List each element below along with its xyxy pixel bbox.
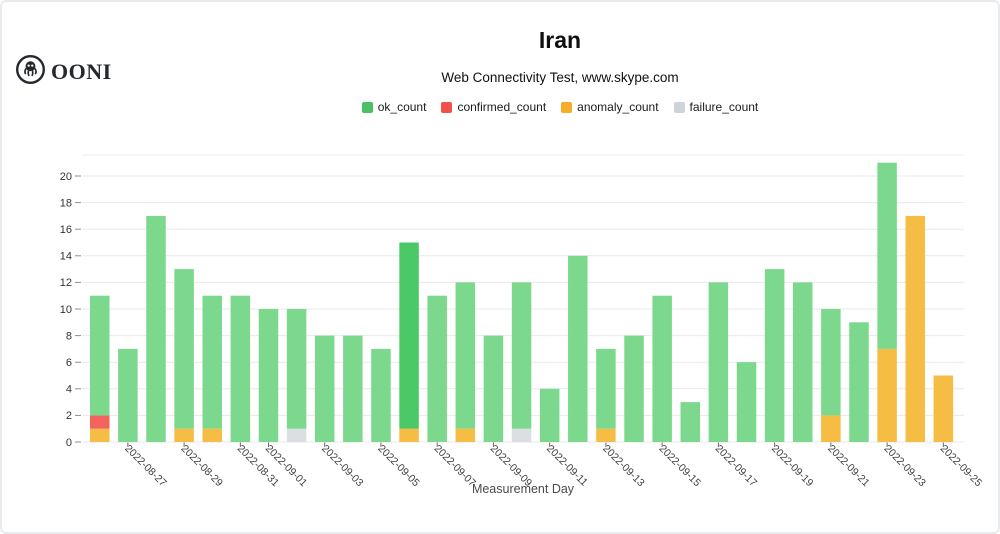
x-axis-tick-label: 2022-08-27 — [122, 443, 169, 490]
bar-segment-ok_count[interactable] — [174, 269, 194, 429]
bar-segment-ok_count[interactable] — [90, 295, 110, 416]
x-axis-tick-label: 2022-09-15 — [657, 443, 704, 490]
bar-segment-ok_count[interactable] — [877, 162, 897, 349]
bar-segment-anomaly_count[interactable] — [905, 215, 925, 442]
bar-segment-ok_count[interactable] — [314, 335, 335, 442]
legend-item-failure-count[interactable]: failure_count — [673, 100, 759, 115]
x-axis-tick-label: 2022-09-25 — [938, 443, 985, 490]
y-axis-tick-label: 0 — [66, 437, 72, 449]
legend-label-anomaly: anomaly_count — [577, 100, 659, 115]
bar-segment-ok_count[interactable] — [680, 402, 701, 442]
bar-segment-ok_count[interactable] — [708, 282, 729, 442]
y-axis-tick-label: 14 — [60, 251, 72, 263]
bar-segment-anomaly_count[interactable] — [90, 428, 110, 442]
chart-legend: ok_count confirmed_count anomaly_count f… — [122, 100, 998, 114]
bar-segment-ok_count[interactable] — [399, 242, 419, 429]
y-axis-tick-label: 16 — [60, 224, 72, 236]
page-subtitle: Web Connectivity Test, www.skype.com — [441, 70, 679, 86]
bar-segment-ok_count[interactable] — [230, 295, 251, 442]
bar-segment-ok_count[interactable] — [568, 255, 588, 442]
y-axis-tick-label: 4 — [66, 384, 72, 396]
bar-segment-ok_count[interactable] — [371, 348, 391, 442]
bar-segment-ok_count[interactable] — [343, 335, 363, 442]
y-axis-tick-label: 2 — [66, 410, 72, 422]
bar-segment-ok_count[interactable] — [286, 309, 307, 429]
legend-item-anomaly-count[interactable]: anomaly_count — [561, 100, 659, 115]
bar-segment-confirmed_count[interactable] — [90, 415, 110, 429]
bar-segment-anomaly_count[interactable] — [455, 428, 476, 442]
chart-header: Iran Web Connectivity Test, www.skype.co… — [122, 2, 998, 114]
bar-segment-anomaly_count[interactable] — [596, 428, 616, 442]
y-axis-tick-label: 8 — [66, 330, 72, 342]
x-axis-tick-label: 2022-09-03 — [319, 443, 366, 490]
bar-segment-anomaly_count[interactable] — [877, 348, 897, 442]
legend-label-ok: ok_count — [377, 100, 427, 115]
bar-segment-ok_count[interactable] — [764, 269, 785, 442]
y-axis-tick-label: 10 — [60, 304, 72, 316]
bar-segment-ok_count[interactable] — [118, 348, 138, 442]
x-axis-tick-label: 2022-09-21 — [825, 443, 872, 490]
bar-segment-ok_count[interactable] — [427, 295, 447, 442]
x-axis-tick-label: 2022-09-05 — [375, 443, 422, 490]
bar-segment-ok_count[interactable] — [793, 282, 813, 442]
legend-swatch-failure-icon — [673, 101, 685, 113]
legend-item-ok-count[interactable]: ok_count — [361, 100, 427, 115]
x-axis-tick-label: 2022-09-13 — [600, 443, 647, 490]
ooni-logo-text: OONI — [51, 59, 112, 84]
legend-swatch-confirmed-icon — [441, 101, 453, 113]
legend-item-confirmed-count[interactable]: confirmed_count — [441, 100, 546, 114]
legend-label-confirmed: confirmed_count — [457, 100, 547, 115]
bar-segment-ok_count[interactable] — [849, 322, 869, 442]
ooni-octopus-icon — [15, 54, 46, 90]
y-axis-tick-label: 6 — [66, 357, 72, 369]
bar-segment-ok_count[interactable] — [624, 335, 644, 442]
bar-segment-ok_count[interactable] — [736, 362, 757, 442]
bar-segment-failure_count[interactable] — [511, 428, 532, 442]
bar-segment-ok_count[interactable] — [483, 335, 504, 442]
legend-swatch-ok-icon — [361, 101, 373, 113]
x-axis-tick-label: 2022-08-29 — [178, 443, 225, 490]
x-axis-tick-label: 2022-09-19 — [769, 443, 816, 490]
y-axis-tick-label: 12 — [60, 277, 72, 289]
bar-segment-anomaly_count[interactable] — [399, 428, 419, 442]
page-title: Iran — [538, 27, 582, 53]
x-axis-tick-label: 2022-09-23 — [881, 443, 928, 490]
bar-segment-ok_count[interactable] — [258, 309, 279, 442]
bar-segment-anomaly_count[interactable] — [174, 428, 194, 442]
bar-segment-ok_count[interactable] — [652, 295, 672, 442]
bar-segment-ok_count[interactable] — [596, 348, 616, 429]
bar-segment-ok_count[interactable] — [511, 282, 532, 429]
bar-segment-anomaly_count[interactable] — [933, 375, 954, 443]
ooni-logo: OONI — [15, 54, 112, 90]
legend-label-failure: failure_count — [689, 100, 759, 115]
legend-swatch-anomaly-icon — [561, 101, 573, 113]
bar-segment-ok_count[interactable] — [821, 309, 841, 416]
bar-segment-anomaly_count[interactable] — [821, 415, 841, 442]
bar-segment-failure_count[interactable] — [286, 428, 307, 442]
bar-segment-ok_count[interactable] — [539, 388, 560, 442]
y-axis-tick-label: 20 — [60, 171, 72, 183]
bar-segment-ok_count[interactable] — [202, 295, 222, 429]
y-axis-tick-label: 18 — [60, 197, 72, 209]
bar-segment-anomaly_count[interactable] — [202, 428, 222, 442]
bar-segment-ok_count[interactable] — [146, 215, 166, 442]
bar-segment-ok_count[interactable] — [455, 282, 476, 429]
x-axis-tick-label: 2022-09-17 — [713, 443, 760, 490]
x-axis-title: Measurement Day — [472, 482, 575, 496]
